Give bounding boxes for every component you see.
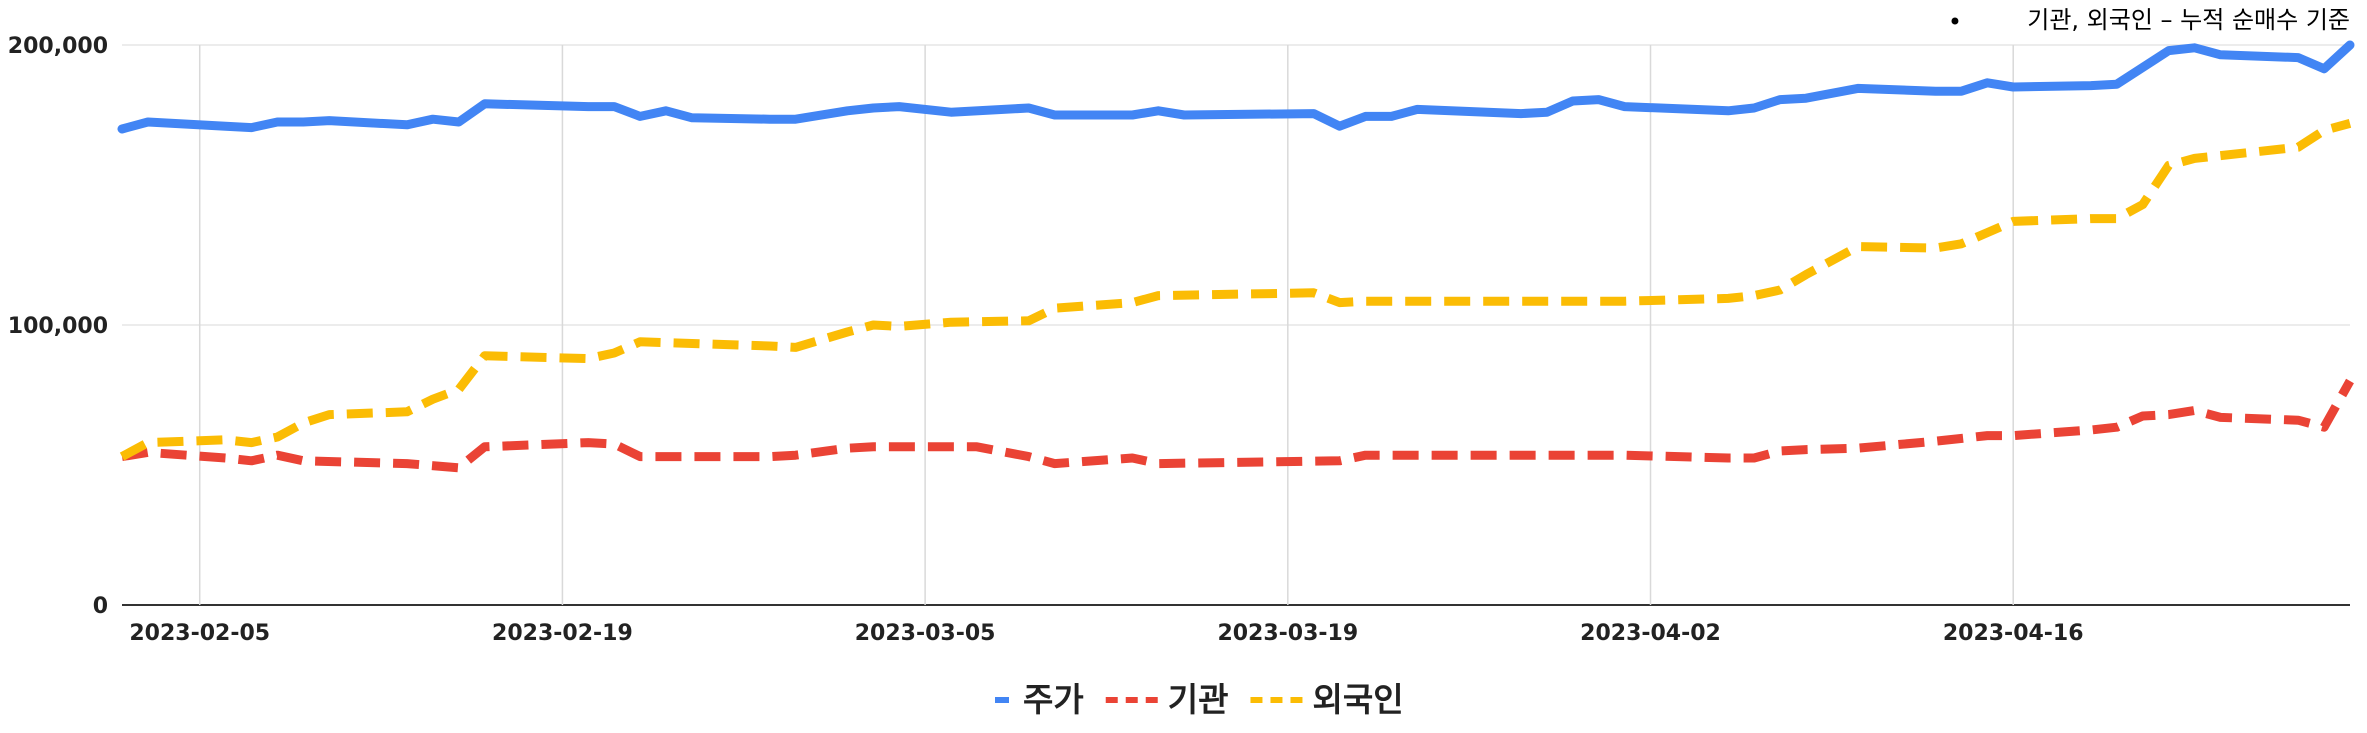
note-text: 기관, 외국인 – 누적 순매수 기준	[2027, 6, 2350, 34]
legend: 주가 기관 외국인	[995, 680, 1404, 719]
legend-item: 주가	[995, 680, 1084, 719]
legend-label: 주가	[1023, 680, 1084, 719]
legend-label: 기관	[1168, 680, 1229, 719]
x-tick-label: 2023-03-19	[1217, 621, 1358, 646]
series-line-외국인	[119, 119, 2352, 461]
grid	[122, 44, 2350, 606]
series-line-기관	[121, 378, 2354, 473]
axes: 0 100,000 200,000 2023-02-05 2023-02-19 2023-…	[8, 34, 2084, 646]
series-line-주가	[117, 40, 2355, 134]
legend-item: 기관	[1105, 680, 1229, 719]
x-tick-label: 2023-02-19	[492, 621, 633, 646]
y-tick-label: 100,000	[8, 314, 108, 339]
x-tick-label: 2023-02-05	[129, 621, 270, 646]
x-tick-label: 2023-04-16	[1943, 621, 2084, 646]
legend-label: 외국인	[1312, 680, 1403, 719]
x-tick-label: 2023-04-02	[1580, 621, 1721, 646]
series-lines	[117, 40, 2355, 473]
annotation-note: • 기관, 외국인 – 누적 순매수 기준	[1948, 6, 2350, 36]
y-tick-label: 200,000	[8, 34, 108, 59]
x-tick-label: 2023-03-05	[855, 621, 996, 646]
note-bullet: •	[1948, 8, 1962, 36]
legend-item: 외국인	[1250, 680, 1404, 719]
y-tick-label: 0	[93, 594, 108, 619]
